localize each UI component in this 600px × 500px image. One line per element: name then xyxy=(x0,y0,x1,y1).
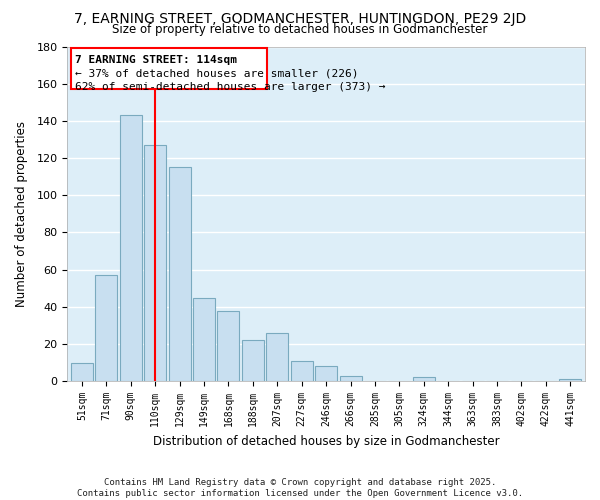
Bar xyxy=(119,116,142,381)
Text: Size of property relative to detached houses in Godmanchester: Size of property relative to detached ho… xyxy=(112,22,488,36)
Bar xyxy=(169,168,191,381)
Text: ← 37% of detached houses are smaller (226): ← 37% of detached houses are smaller (22… xyxy=(74,69,358,79)
Bar xyxy=(217,310,239,381)
Text: 7 EARNING STREET: 114sqm: 7 EARNING STREET: 114sqm xyxy=(74,55,236,65)
Bar xyxy=(242,340,264,381)
Bar xyxy=(144,145,166,381)
FancyBboxPatch shape xyxy=(71,48,268,90)
Bar xyxy=(71,362,93,381)
Bar xyxy=(413,378,435,381)
Text: 7, EARNING STREET, GODMANCHESTER, HUNTINGDON, PE29 2JD: 7, EARNING STREET, GODMANCHESTER, HUNTIN… xyxy=(74,12,526,26)
Text: Contains HM Land Registry data © Crown copyright and database right 2025.
Contai: Contains HM Land Registry data © Crown c… xyxy=(77,478,523,498)
Bar xyxy=(315,366,337,381)
Bar xyxy=(290,360,313,381)
X-axis label: Distribution of detached houses by size in Godmanchester: Distribution of detached houses by size … xyxy=(153,434,499,448)
Bar xyxy=(95,275,117,381)
Bar xyxy=(193,298,215,381)
Bar xyxy=(559,380,581,381)
Y-axis label: Number of detached properties: Number of detached properties xyxy=(15,121,28,307)
Bar xyxy=(266,333,288,381)
Text: 62% of semi-detached houses are larger (373) →: 62% of semi-detached houses are larger (… xyxy=(74,82,385,92)
Bar xyxy=(340,376,362,381)
